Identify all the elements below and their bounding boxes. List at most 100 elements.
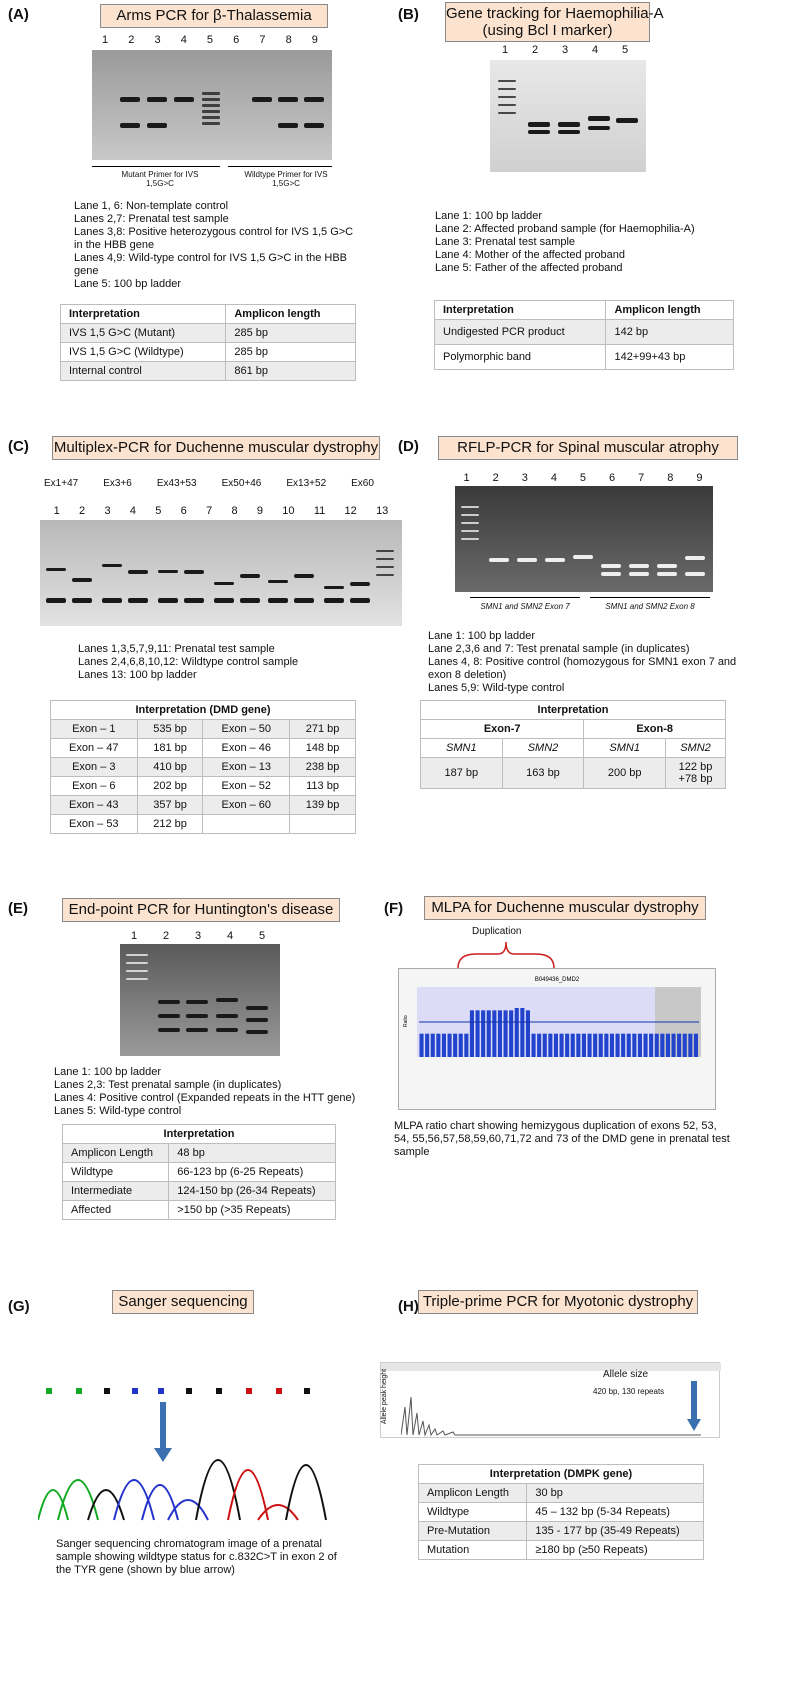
- mlpa-bar: [469, 1010, 474, 1057]
- mlpa-bar: [682, 1033, 687, 1057]
- mlpa-bar: [570, 1033, 575, 1057]
- mlpa-bar: [621, 1033, 626, 1057]
- panel-b-table: Interpretation Amplicon length Undigested…: [433, 300, 734, 370]
- panel-c-title: Multiplex-PCR for Duchenne muscular dyst…: [52, 436, 380, 460]
- panel-f-caption: MLPA ratio chart showing hemizygous dupl…: [394, 1120, 730, 1158]
- panel-c-notes: Lanes 1,3,5,7,9,11: Prenatal test sample…: [78, 643, 299, 681]
- mlpa-bar: [436, 1033, 441, 1057]
- mlpa-bar: [514, 1008, 519, 1057]
- allele-size-label: Allele size: [603, 1369, 649, 1380]
- lane-number: 8: [285, 34, 292, 46]
- mlpa-bar: [492, 1010, 497, 1057]
- mlpa-bar: [464, 1033, 469, 1057]
- panel-h-allele-chart: Allele size Allele peak height 420 bp, 1…: [380, 1362, 721, 1438]
- mlpa-bar: [509, 1010, 514, 1057]
- panel-g-caption: Sanger sequencing chromatogram image of …: [56, 1538, 337, 1576]
- lane-number: 5: [621, 44, 629, 56]
- panel-e-table: Interpretation Amplicon Length 48 bp Wild…: [61, 1124, 336, 1220]
- panel-a-title: Arms PCR for β-Thalassemia: [100, 4, 328, 28]
- mlpa-bar: [677, 1033, 682, 1057]
- panel-a-table: Interpretation Amplicon length IVS 1,5 G>…: [59, 304, 356, 381]
- panel-c-gel-image: [40, 520, 402, 626]
- mlpa-bar: [520, 1008, 525, 1057]
- panel-f-mlpa-chart: B049436_DMD2 Ratio: [398, 968, 716, 1110]
- panel-a-lane-numbers: 1 2 3 4 5 6 7 8 9: [92, 34, 328, 46]
- mlpa-bar: [604, 1033, 609, 1057]
- panel-f-title: MLPA for Duchenne muscular dystrophy: [424, 896, 706, 920]
- mlpa-bar: [537, 1033, 542, 1057]
- panel-e-notes: Lane 1: 100 bp ladder Lanes 2,3: Test pr…: [54, 1066, 356, 1117]
- mlpa-bar: [559, 1033, 564, 1057]
- mlpa-bar: [430, 1033, 435, 1057]
- panel-c-table: Interpretation (DMD gene) Exon – 1 535 bp…: [50, 700, 356, 834]
- allele-peak-label: Allele peak height: [381, 1368, 389, 1425]
- panel-d-notes: Lane 1: 100 bp ladder Lane 2,3,6 and 7: …: [428, 630, 737, 694]
- panel-g-title: Sanger sequencing: [112, 1290, 254, 1314]
- mlpa-bar: [688, 1033, 693, 1057]
- mlpa-bar: [475, 1010, 480, 1057]
- panel-c-exon-groups: Ex1+47 Ex3+6 Ex43+53 Ex50+46 Ex13+52 Ex60: [44, 478, 374, 489]
- panel-c-lane-numbers: 1 2 3 4 5 6 7 8 9 10 11 12 13: [53, 505, 389, 517]
- panel-c-label: (C): [8, 438, 29, 455]
- mlpa-bar: [553, 1033, 558, 1057]
- panel-h-title: Triple-prime PCR for Myotonic dystrophy: [418, 1290, 698, 1314]
- panel-b-lane-numbers: 1 2 3 4 5: [490, 44, 640, 56]
- mlpa-bar: [542, 1033, 547, 1057]
- lane-number: 4: [180, 34, 187, 46]
- mlpa-bar: [481, 1010, 486, 1057]
- mlpa-bar: [581, 1033, 586, 1057]
- mlpa-bar: [593, 1033, 598, 1057]
- lane-number: 1: [501, 44, 509, 56]
- mlpa-bar: [665, 1033, 670, 1057]
- lane-number: 3: [154, 34, 161, 46]
- mlpa-bar: [654, 1033, 659, 1057]
- panel-d-title: RFLP-PCR for Spinal muscular atrophy: [438, 436, 738, 460]
- lane-number: 5: [206, 34, 214, 46]
- panel-f-label: (F): [384, 900, 404, 917]
- panel-b-gel-image: [490, 60, 646, 172]
- mlpa-bar: [693, 1033, 698, 1057]
- mlpa-bar: [609, 1033, 614, 1057]
- panel-d-table: Interpretation Exon-7 Exon-8 SMN1 SMN2 SMN1…: [419, 700, 726, 789]
- mlpa-bar: [637, 1033, 642, 1057]
- mlpa-bar: [632, 1033, 637, 1057]
- panel-e-gel-image: [120, 944, 280, 1056]
- mlpa-bar: [548, 1033, 553, 1057]
- mlpa-bar: [660, 1033, 665, 1057]
- mlpa-bar: [497, 1010, 502, 1057]
- panel-g-chromatogram: [38, 1380, 328, 1522]
- panel-d-label: (D): [398, 438, 419, 455]
- mlpa-bar: [453, 1033, 458, 1057]
- mlpa-chart-title: B049436_DMD2: [535, 977, 580, 983]
- mlpa-bar: [425, 1033, 430, 1057]
- mlpa-bar: [419, 1033, 424, 1057]
- panel-d-exon7-arrow: [470, 597, 580, 598]
- mlpa-bar: [447, 1033, 452, 1057]
- panel-b-title: Gene tracking for Haemophilia-A (using B…: [445, 2, 664, 42]
- lane-number: 9: [311, 34, 318, 46]
- mlpa-bar: [649, 1033, 654, 1057]
- panel-d-gel-image: [455, 486, 713, 592]
- allele-annotation: 420 bp, 130 repeats: [593, 1387, 665, 1396]
- lane-number: 4: [591, 44, 599, 56]
- panel-a-gel-image: [92, 50, 332, 160]
- panel-a-notes: Lane 1, 6: Non-template control Lanes 2,…: [74, 200, 354, 290]
- lane-number: 6: [233, 34, 240, 46]
- panel-a-label: (A): [8, 6, 29, 23]
- mlpa-bar: [503, 1010, 508, 1057]
- panel-f-brace: [457, 941, 555, 969]
- mlpa-bar: [441, 1033, 446, 1057]
- panel-d-exon8-arrow: [590, 597, 710, 598]
- mlpa-bar: [525, 1010, 530, 1057]
- panel-d-exon8-label: SMN1 and SMN2 Exon 8: [605, 602, 695, 611]
- mlpa-bar: [565, 1033, 570, 1057]
- panel-e-label: (E): [8, 900, 28, 917]
- panel-b-label: (B): [398, 6, 419, 23]
- panel-a-wildtype-label: Wildtype Primer for IVS 1,5G>C: [244, 170, 328, 188]
- mlpa-bar: [671, 1033, 676, 1057]
- mlpa-bar: [486, 1010, 491, 1057]
- lane-number: 3: [561, 44, 569, 56]
- mlpa-bar: [458, 1033, 463, 1057]
- panel-h-table: Interpretation (DMPK gene) Amplicon Leng…: [417, 1464, 704, 1560]
